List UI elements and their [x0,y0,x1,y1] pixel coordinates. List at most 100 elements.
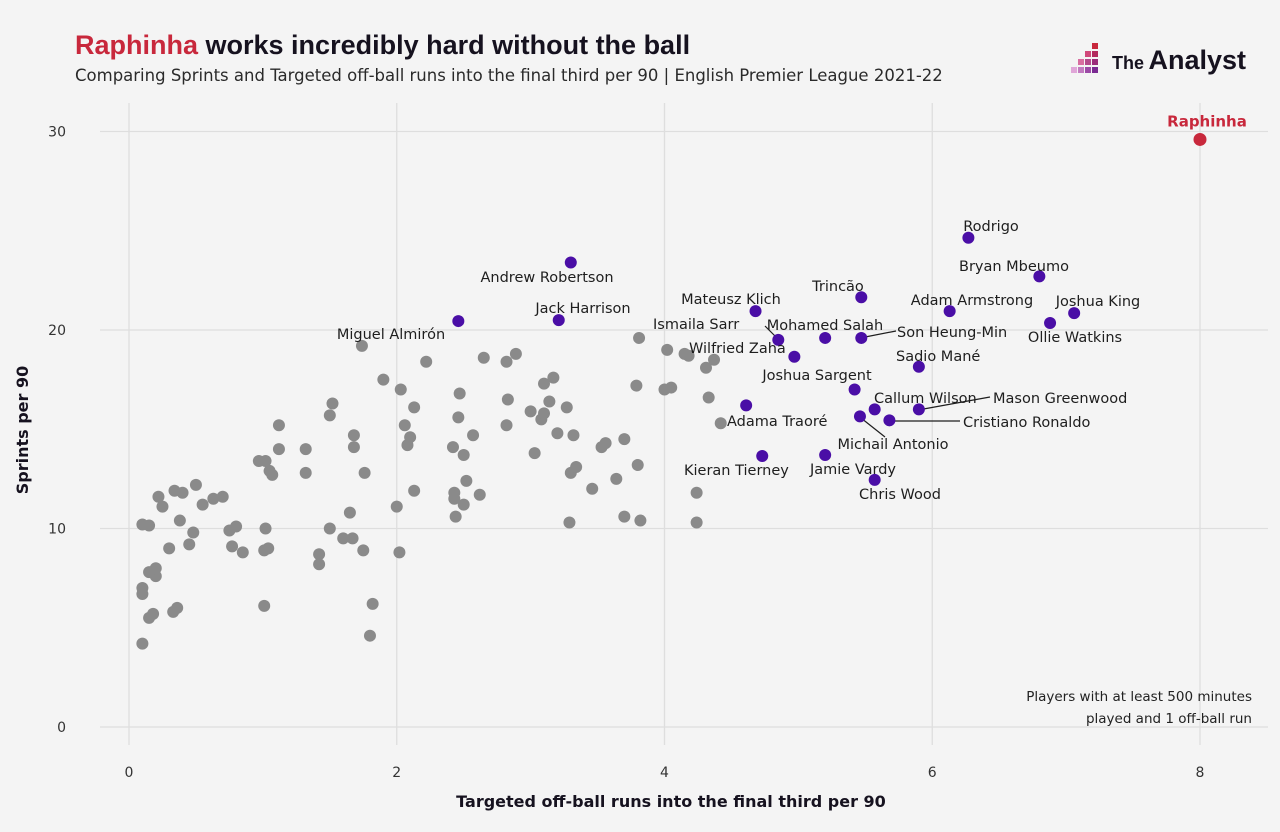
player-point [156,500,169,513]
player-point [152,490,165,503]
player-point [398,419,411,432]
player-point [449,510,462,523]
player-label: Jamie Vardy [809,462,896,478]
y-tick-label: 10 [48,522,66,538]
brand-analyst: Analyst [1148,44,1247,75]
player-label: Mason Greenwood [993,391,1127,407]
named-player-point [740,399,753,412]
player-point [690,486,703,499]
player-point [258,599,271,612]
player-label: Mohamed Salah [767,318,884,334]
player-point [661,343,674,356]
player-point [538,377,551,390]
player-point [236,546,249,559]
player-point [377,373,390,386]
named-player-point [868,403,881,416]
player-point [143,566,156,579]
x-tick-label: 6 [928,765,937,781]
brand-logo: The Analyst [1070,42,1246,78]
named-player-point [819,331,832,344]
leader-line [917,396,991,411]
player-point [337,532,350,545]
y-tick-label: 30 [48,125,66,141]
player-point [196,498,209,511]
player-point [473,488,486,501]
player-label: Michail Antonio [837,437,948,453]
y-tick-label: 20 [48,323,66,339]
player-point [136,637,149,650]
player-point [363,629,376,642]
player-point [599,437,612,450]
player-point [171,601,184,614]
named-player-point [855,331,868,344]
named-player-point [772,333,785,346]
player-point [404,431,417,444]
x-axis-title: Targeted off-ball runs into the final th… [456,792,886,811]
player-label: Sadio Mané [896,349,980,365]
chart-title-rest: works incredibly hard without the ball [198,30,691,60]
player-point [299,466,312,479]
named-points [452,132,1207,486]
player-point [634,514,647,527]
player-point [216,490,229,503]
player-point [408,484,421,497]
player-label: Adama Traoré [727,414,827,430]
player-point [173,514,186,527]
named-player-point [855,291,868,304]
player-point [163,542,176,555]
player-point [500,419,513,432]
player-point [567,429,580,442]
player-point [477,351,490,364]
footnote: Players with at least 500 minutes played… [1026,686,1252,730]
player-point [714,417,727,430]
footnote-line-2: played and 1 off-ball run [1085,711,1252,727]
player-point [176,486,189,499]
other-points [136,331,727,650]
player-point [355,339,368,352]
player-point [563,516,576,529]
player-label: Kieran Tierney [684,463,789,479]
player-point [226,540,239,553]
named-player-point [564,256,577,269]
player-point [262,542,275,555]
player-label: Callum Wilson [874,391,977,407]
player-point [665,381,678,394]
player-point [543,395,556,408]
player-point [259,455,272,468]
player-point [326,397,339,410]
player-point [272,443,285,456]
player-label: Ismaila Sarr [653,317,739,333]
brand-name: The Analyst [1112,45,1246,76]
named-player-point [1033,270,1046,283]
player-point [618,510,631,523]
footnote-line-1: Players with at least 500 minutes [1026,689,1252,705]
x-tick-label: 4 [660,765,669,781]
player-point [189,478,202,491]
player-point [393,546,406,559]
player-label: Andrew Robertson [480,270,613,286]
highlight-player-label: Raphinha [1167,112,1247,130]
player-point [299,443,312,456]
player-point [187,526,200,539]
x-tick-label: 8 [1196,765,1205,781]
player-label: Joshua Sargent [761,368,872,384]
player-point [551,427,564,440]
player-point [453,387,466,400]
brand-the: The [1112,52,1145,73]
y-tick-label: 0 [57,720,66,736]
player-point [457,498,470,511]
player-label: Bryan Mbeumo [959,259,1069,275]
player-point [700,361,713,374]
player-point [610,472,623,485]
player-point [528,447,541,460]
player-point [266,468,279,481]
player-label: Jack Harrison [534,301,630,317]
player-point [547,371,560,384]
player-label: Mateusz Klich [681,292,781,308]
player-point [347,429,360,442]
x-tick-label: 2 [392,765,401,781]
highlight-player-point [1193,132,1207,146]
player-point [618,433,631,446]
point-labels: Rodrigo Bryan Mbeumo Andrew Robertson Trinc… [337,112,1247,503]
